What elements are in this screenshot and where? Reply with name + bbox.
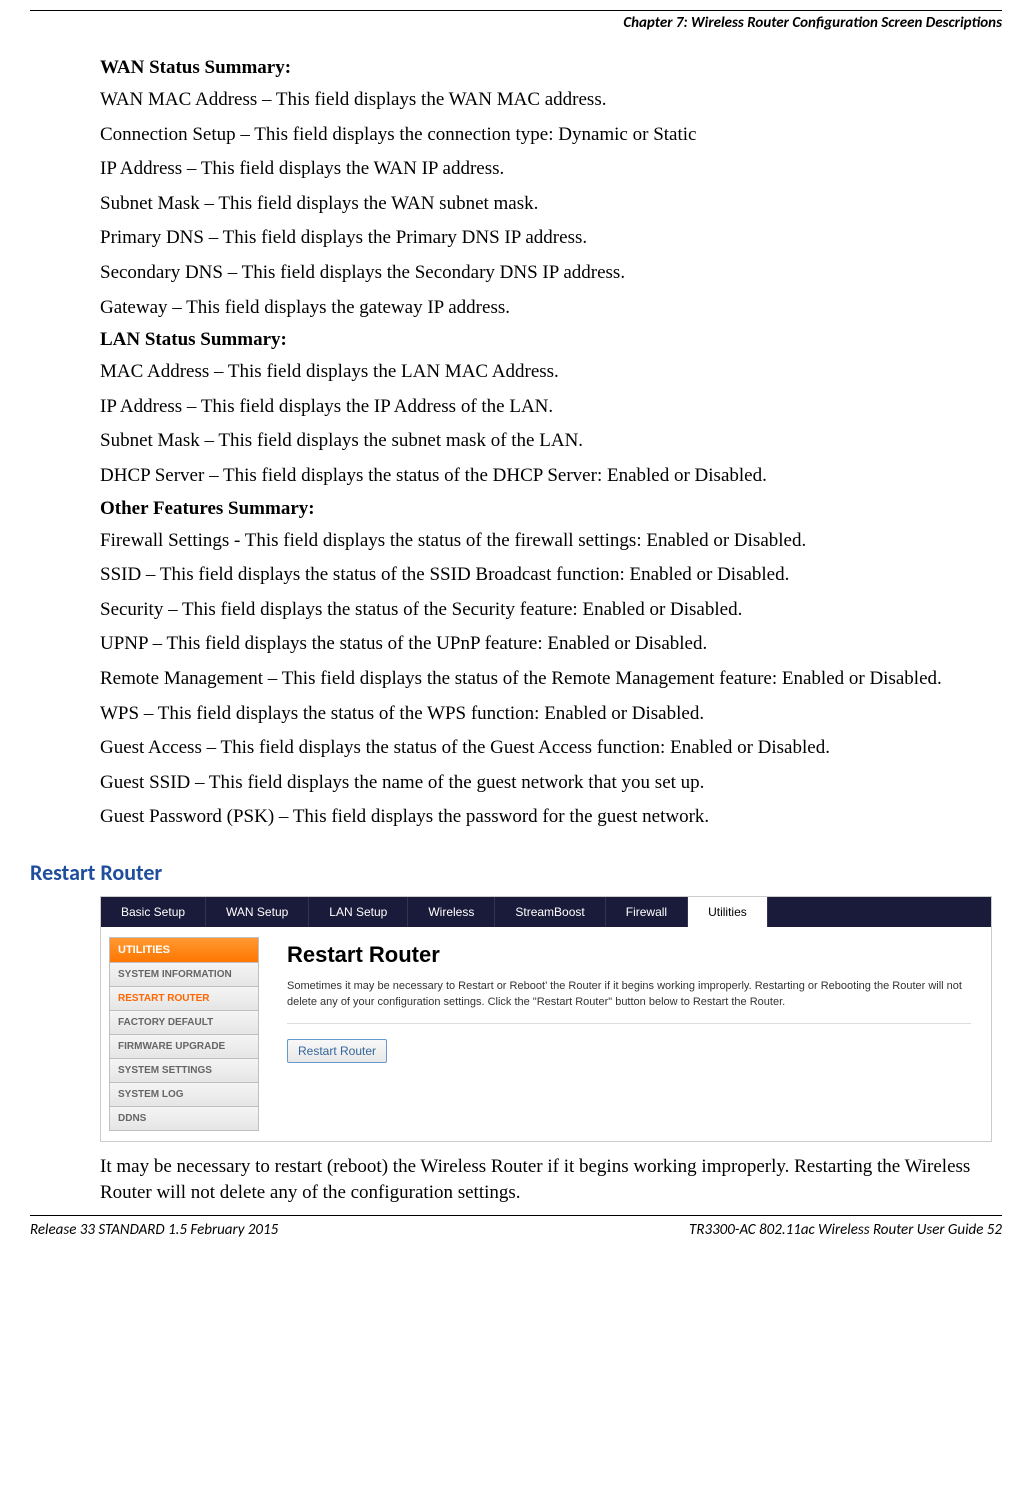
other-item: UPNP – This field displays the status of… — [100, 631, 992, 658]
nav-tabs: Basic Setup WAN Setup LAN Setup Wireless… — [101, 897, 991, 927]
sidebar-item-settings[interactable]: SYSTEM SETTINGS — [109, 1058, 259, 1082]
other-item: SSID – This field displays the status of… — [100, 562, 992, 589]
sidebar: UTILITIES SYSTEM INFORMATION RESTART ROU… — [101, 927, 267, 1141]
sidebar-item-ddns[interactable]: DDNS — [109, 1106, 259, 1131]
sidebar-item-sysinfo[interactable]: SYSTEM INFORMATION — [109, 962, 259, 986]
other-item: Firewall Settings - This field displays … — [100, 528, 992, 555]
other-item: Guest Password (PSK) – This field displa… — [100, 804, 992, 831]
wan-item: Connection Setup – This field displays t… — [100, 122, 992, 149]
nav-tab-lan[interactable]: LAN Setup — [309, 897, 408, 927]
wan-item: WAN MAC Address – This field displays th… — [100, 87, 992, 114]
router-screenshot: Basic Setup WAN Setup LAN Setup Wireless… — [100, 896, 992, 1142]
other-item: Security – This field displays the statu… — [100, 597, 992, 624]
panel-title: Restart Router — [287, 942, 971, 968]
wan-item: Subnet Mask – This field displays the WA… — [100, 191, 992, 218]
nav-tab-wireless[interactable]: Wireless — [408, 897, 495, 927]
footer-left: Release 33 STANDARD 1.5 February 2015 — [30, 1221, 278, 1239]
wan-item: IP Address – This field displays the WAN… — [100, 156, 992, 183]
panel-desc: Sometimes it may be necessary to Restart… — [287, 978, 971, 1011]
panel-divider — [287, 1023, 971, 1024]
sidebar-cat-utilities[interactable]: UTILITIES — [109, 937, 259, 962]
other-item: Guest SSID – This field displays the nam… — [100, 770, 992, 797]
lan-item: IP Address – This field displays the IP … — [100, 394, 992, 421]
main-panel: Restart Router Sometimes it may be neces… — [267, 927, 991, 1141]
nav-tab-firewall[interactable]: Firewall — [606, 897, 688, 927]
nav-tab-utilities[interactable]: Utilities — [688, 897, 768, 927]
other-item: Guest Access – This field displays the s… — [100, 735, 992, 762]
restart-section-title: Restart Router — [30, 859, 1002, 886]
lan-item: MAC Address – This field displays the LA… — [100, 359, 992, 386]
sidebar-item-factory[interactable]: FACTORY DEFAULT — [109, 1010, 259, 1034]
nav-tab-streamboost[interactable]: StreamBoost — [495, 897, 605, 927]
restart-button[interactable]: Restart Router — [287, 1039, 387, 1063]
footer-right: TR3300-AC 802.11ac Wireless Router User … — [689, 1221, 1002, 1239]
lan-item: DHCP Server – This field displays the st… — [100, 463, 992, 490]
sidebar-item-restart[interactable]: RESTART ROUTER — [109, 986, 259, 1010]
other-item: WPS – This field displays the status of … — [100, 701, 992, 728]
sidebar-item-syslog[interactable]: SYSTEM LOG — [109, 1082, 259, 1106]
wan-heading: WAN Status Summary: — [100, 57, 992, 79]
chapter-header: Chapter 7: Wireless Router Configuration… — [30, 14, 1002, 32]
wan-item: Primary DNS – This field displays the Pr… — [100, 225, 992, 252]
lan-item: Subnet Mask – This field displays the su… — [100, 428, 992, 455]
other-heading: Other Features Summary: — [100, 498, 992, 520]
wan-item: Secondary DNS – This field displays the … — [100, 260, 992, 287]
wan-item: Gateway – This field displays the gatewa… — [100, 295, 992, 322]
nav-tab-basic[interactable]: Basic Setup — [101, 897, 206, 927]
lan-heading: LAN Status Summary: — [100, 329, 992, 351]
restart-caption: It may be necessary to restart (reboot) … — [100, 1154, 992, 1207]
sidebar-item-firmware[interactable]: FIRMWARE UPGRADE — [109, 1034, 259, 1058]
other-item: Remote Management – This field displays … — [100, 666, 992, 693]
nav-tab-wan[interactable]: WAN Setup — [206, 897, 309, 927]
